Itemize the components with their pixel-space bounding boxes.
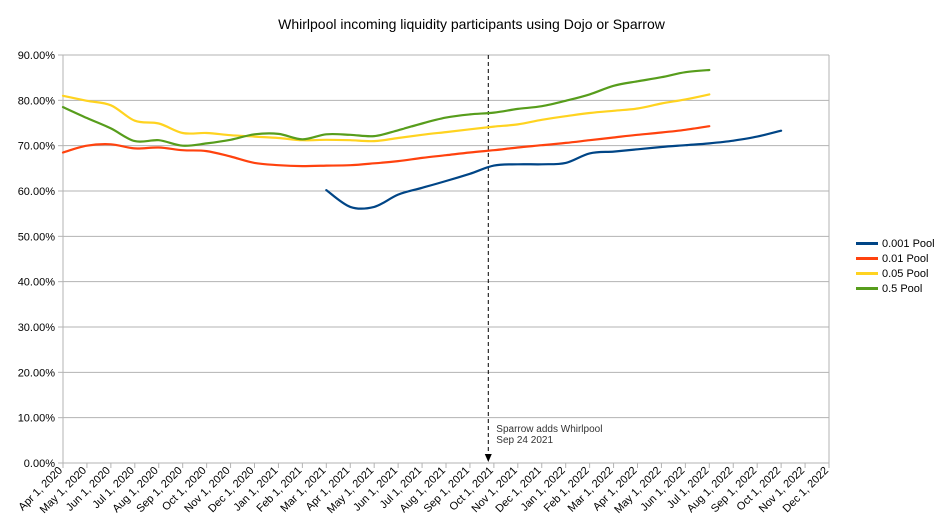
legend-swatch — [856, 272, 878, 275]
y-tick-label: 0.00% — [24, 458, 55, 470]
legend-item: 0.05 Pool — [856, 266, 935, 281]
series-line-0-001-pool — [325, 129, 783, 210]
series-lines — [61, 68, 783, 210]
y-tick-label: 50.00% — [18, 231, 56, 243]
axes — [58, 54, 830, 468]
legend-label: 0.05 Pool — [882, 267, 929, 280]
annotation-label: Sparrow adds Whirlpool — [496, 424, 602, 435]
y-tick-label: 30.00% — [18, 322, 56, 334]
y-tick-label: 60.00% — [18, 186, 56, 198]
y-tick-label: 40.00% — [18, 277, 56, 289]
legend-swatch — [856, 257, 878, 260]
legend-item: 0.01 Pool — [856, 251, 935, 266]
y-tick-label: 70.00% — [18, 141, 56, 153]
legend-swatch — [856, 287, 878, 290]
grid — [63, 54, 829, 464]
y-tick-label: 10.00% — [18, 413, 56, 425]
legend-label: 0.5 Pool — [882, 282, 923, 295]
y-tick-labels: 0.00% 10.00% 20.00% 30.00% 40.00% 50.00% 60.00… — [18, 50, 56, 470]
legend-label: 0.001 Pool — [882, 237, 935, 250]
legend: 0.001 Pool 0.01 Pool 0.05 Pool 0.5 Pool — [856, 236, 935, 296]
series-line-0-05-pool — [61, 93, 711, 143]
legend-swatch — [856, 242, 878, 245]
y-tick-label: 90.00% — [18, 50, 56, 62]
legend-item: 0.001 Pool — [856, 236, 935, 251]
chart-title: Whirlpool incoming liquidity participant… — [278, 16, 665, 32]
annotation-arrowhead — [484, 454, 492, 462]
y-tick-label: 80.00% — [18, 95, 56, 107]
y-tick-label: 20.00% — [18, 367, 56, 379]
legend-label: 0.01 Pool — [882, 252, 929, 265]
legend-item: 0.5 Pool — [856, 281, 935, 296]
series-line-0-01-pool — [61, 125, 711, 168]
annotation-label: Sep 24 2021 — [496, 435, 553, 446]
series-line-0-5-pool — [61, 68, 711, 147]
